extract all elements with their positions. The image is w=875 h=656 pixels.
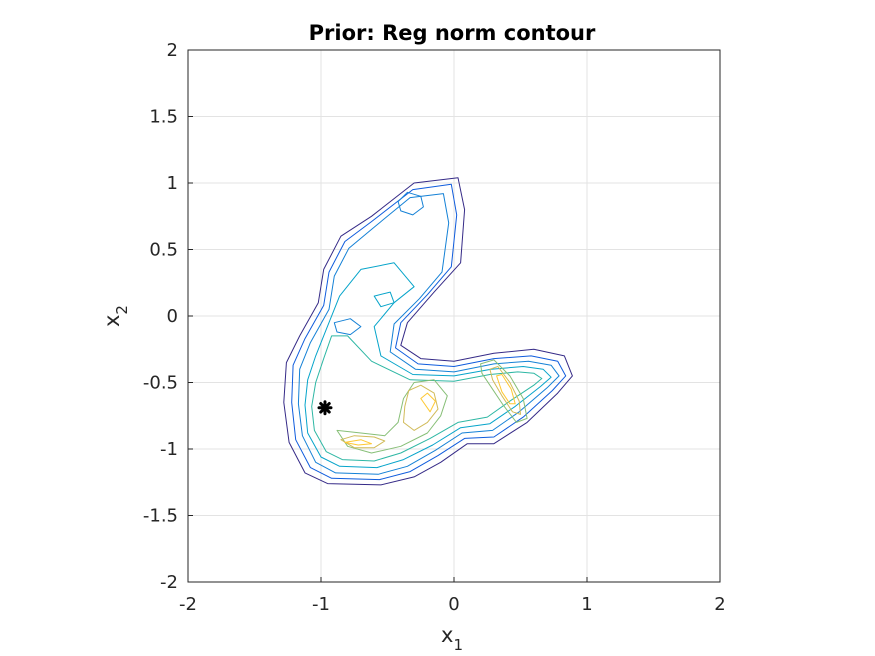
y-axis-label: x2 <box>100 305 131 327</box>
x-axis-label: x1 <box>441 623 463 654</box>
x-tick-label: 1 <box>581 594 592 615</box>
y-tick-label: 1 <box>167 173 178 194</box>
contour-line <box>283 177 573 486</box>
contour-line <box>333 318 362 336</box>
contour-line <box>311 335 543 462</box>
contour-line <box>340 435 386 449</box>
contour-line <box>344 439 372 446</box>
x-tick-label: 2 <box>714 594 725 615</box>
x-tick-label: -1 <box>312 594 330 615</box>
y-tick-label: 0.5 <box>149 240 178 261</box>
x-tick-label: 0 <box>448 594 459 615</box>
y-tick-label: -2 <box>160 572 178 593</box>
contour-line <box>297 193 560 475</box>
marker-stroke <box>319 402 331 414</box>
contour-line <box>397 191 424 216</box>
x-tick-label: -2 <box>179 594 197 615</box>
contour-line <box>336 379 448 454</box>
y-tick-label: -1 <box>160 439 178 460</box>
chart-title: Prior: Reg norm contour <box>309 21 596 45</box>
contour-line <box>480 359 528 423</box>
y-tick-label: 0 <box>167 306 178 327</box>
contour-lines <box>283 177 573 486</box>
y-tick-label: -0.5 <box>143 373 178 394</box>
y-tick-label: 1.5 <box>149 107 178 128</box>
y-tick-label: 2 <box>167 40 178 61</box>
contour-line <box>496 374 516 405</box>
contour-line <box>304 262 552 469</box>
contour-line <box>489 366 521 415</box>
axis-ticks: -2 -1 0 1 2 -2 -1.5 -1 -0.5 0 0.5 1 1.5 2 <box>143 40 726 615</box>
contour-line <box>403 384 439 431</box>
y-tick-label: -1.5 <box>143 506 178 527</box>
contour-line <box>291 183 567 481</box>
contour-line <box>420 392 436 413</box>
contour-line <box>373 291 395 308</box>
start-point-marker <box>317 400 333 416</box>
